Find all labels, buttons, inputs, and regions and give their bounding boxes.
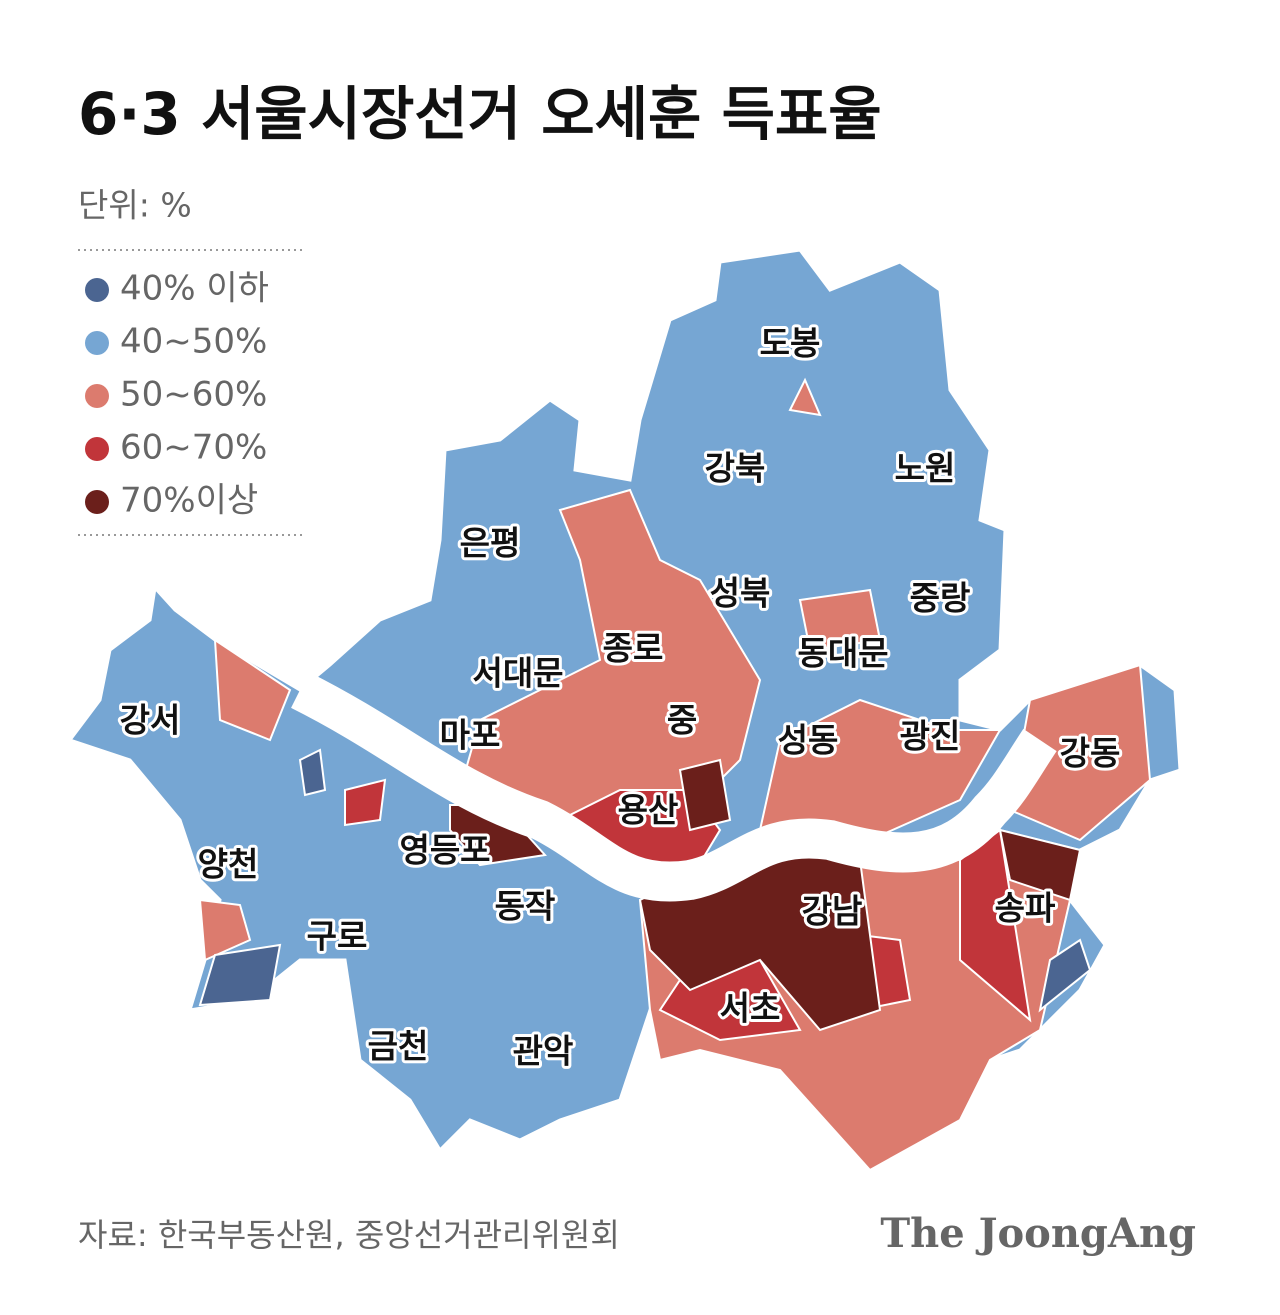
- district-label: 영등포: [399, 831, 490, 870]
- source: 자료: 한국부동산원, 중앙선거관리위원회: [78, 1216, 620, 1254]
- district-label: 도봉: [760, 324, 821, 363]
- legend-label: 60~70%: [120, 428, 267, 468]
- legend-dot: [85, 384, 109, 408]
- legend-dot: [85, 437, 109, 461]
- legend-dot: [85, 490, 109, 514]
- district-label: 은평: [460, 524, 521, 563]
- district-label: 종로: [603, 629, 664, 668]
- legend-label: 40~50%: [120, 322, 267, 362]
- district-label: 용산: [618, 791, 679, 830]
- legend-label: 40% 이하: [120, 269, 269, 309]
- district-label: 서초: [720, 989, 781, 1028]
- unit: 단위: %: [78, 186, 192, 225]
- district-label: 강동: [1060, 734, 1121, 773]
- district-label: 동작: [495, 887, 556, 926]
- district-label: 서대문: [472, 654, 563, 693]
- brand: The JoongAng: [880, 1210, 1196, 1257]
- district-label: 강북: [705, 449, 766, 488]
- district-label: 중: [667, 701, 697, 740]
- district-label: 강남: [802, 892, 863, 931]
- han-river: [291, 672, 1057, 902]
- legend-label: 70%이상: [120, 481, 258, 521]
- district-label: 송파: [995, 889, 1056, 928]
- district-label: 성북: [710, 574, 771, 613]
- district-label: 광진: [900, 717, 961, 756]
- district-label: 마포: [440, 716, 501, 755]
- legend-dot: [85, 331, 109, 355]
- district-label: 동대문: [797, 634, 888, 673]
- district-label: 관악: [513, 1032, 574, 1071]
- district-label: 중랑: [910, 579, 971, 618]
- legend-dot: [85, 278, 109, 302]
- legend-label: 50~60%: [120, 375, 267, 415]
- district-label: 양천: [198, 845, 259, 884]
- title: 6·3 서울시장선거 오세훈 득표율: [78, 80, 882, 148]
- district-label: 노원: [895, 449, 956, 488]
- region-40-below: [198, 748, 1092, 1013]
- district-label: 구로: [307, 917, 368, 956]
- district-label: 강서: [120, 701, 181, 740]
- district-label: 성동: [778, 721, 839, 760]
- district-label: 금천: [368, 1027, 429, 1066]
- seoul-map: [67, 248, 1182, 1172]
